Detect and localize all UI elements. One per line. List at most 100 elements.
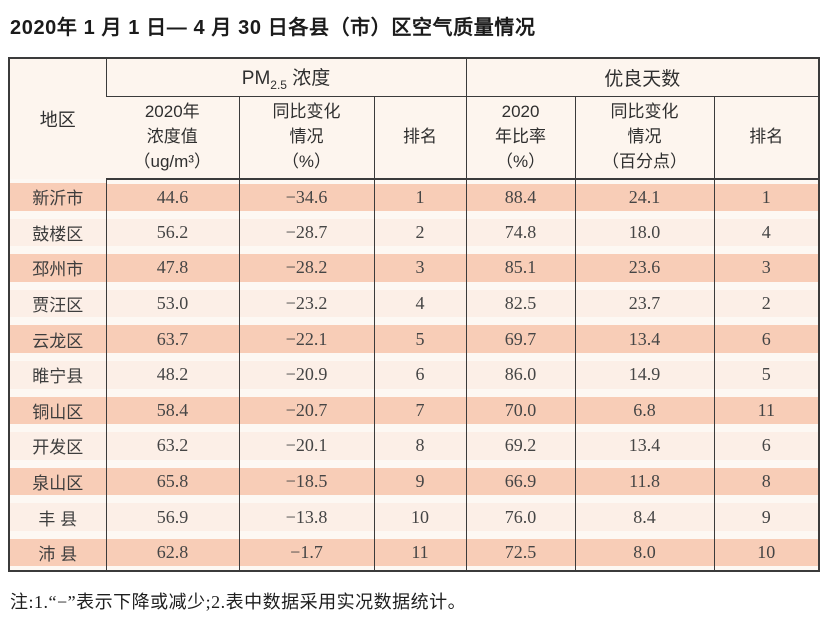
- cell-pm-value: 58.4: [105, 392, 239, 429]
- cell-pm-value: 63.7: [105, 321, 239, 357]
- cell-pm-change: −28.7: [238, 214, 374, 251]
- cell-good-change: 8.4: [574, 499, 715, 535]
- cell-region: 新沂市: [9, 179, 106, 215]
- cell-region: 贾汪区: [9, 285, 106, 322]
- cell-region: 鼓楼区: [9, 214, 106, 251]
- cell-pm-change: −20.9: [238, 356, 374, 393]
- cell-good-ratio: 69.7: [465, 321, 576, 357]
- cell-good-change: 24.1: [574, 179, 715, 215]
- cell-good-rank: 4: [713, 214, 820, 251]
- table-row: 睢宁县 48.2 −20.9 6 86.0 14.9 5: [9, 356, 820, 393]
- header-group-pm25: PM2.5 浓度: [105, 58, 467, 97]
- cell-pm-rank: 10: [373, 499, 467, 535]
- group-header-row: 地区 PM2.5 浓度 优良天数: [9, 58, 820, 179]
- cell-pm-value: 56.2: [105, 214, 239, 251]
- cell-good-ratio: 85.1: [465, 250, 576, 286]
- cell-good-ratio: 86.0: [465, 356, 576, 393]
- table-header: 地区 PM2.5 浓度 优良天数 2020年 浓度值 （ug/m³） 同比变化 …: [9, 58, 820, 180]
- sub-header-row: 2020年 浓度值 （ug/m³） 同比变化 情况 （%） 排名 2020 年比…: [9, 96, 820, 180]
- cell-pm-rank: 5: [373, 321, 467, 357]
- cell-pm-change: −1.7: [238, 534, 374, 571]
- table-row: 泉山区 65.8 −18.5 9 66.9 11.8 8: [9, 463, 820, 500]
- table-row: 贾汪区 53.0 −23.2 4 82.5 23.7 2: [9, 285, 820, 322]
- cell-good-rank: 2: [713, 285, 820, 322]
- cell-good-change: 11.8: [574, 463, 715, 500]
- table-row: 云龙区 63.7 −22.1 5 69.7 13.4 6: [9, 321, 820, 357]
- cell-pm-change: −22.1: [238, 321, 374, 357]
- cell-good-change: 23.7: [574, 285, 715, 322]
- cell-pm-rank: 1: [373, 179, 467, 215]
- cell-pm-change: −28.2: [238, 250, 374, 286]
- header-pm-2020-value: 2020年 浓度值 （ug/m³）: [106, 96, 239, 180]
- cell-good-ratio: 76.0: [465, 499, 576, 535]
- cell-pm-change: −20.7: [238, 392, 374, 429]
- cell-region: 丰 县: [9, 499, 106, 535]
- cell-pm-rank: 2: [373, 214, 467, 251]
- header-pm-yoy-change: 同比变化 情况 （%）: [238, 96, 374, 180]
- cell-pm-value: 63.2: [105, 428, 239, 464]
- pm-subscript: 2.5: [270, 77, 287, 92]
- cell-pm-rank: 11: [373, 534, 467, 571]
- page-title: 2020年 1 月 1 日— 4 月 30 日各县（市）区空气质量情况: [10, 17, 536, 39]
- cell-good-rank: 6: [713, 321, 820, 357]
- pm25-group-label: PM2.5 浓度: [241, 67, 331, 92]
- cell-good-ratio: 82.5: [465, 285, 576, 322]
- cell-region: 邳州市: [9, 250, 106, 286]
- cell-pm-value: 56.9: [105, 499, 239, 535]
- cell-pm-rank: 9: [373, 463, 467, 500]
- cell-pm-value: 65.8: [105, 463, 239, 500]
- cell-region: 开发区: [9, 428, 106, 464]
- cell-good-ratio: 88.4: [465, 179, 576, 215]
- cell-good-ratio: 66.9: [465, 463, 576, 500]
- header-pm-rank: 排名: [373, 96, 467, 180]
- cell-region: 铜山区: [9, 392, 106, 429]
- cell-pm-change: −20.1: [238, 428, 374, 464]
- cell-pm-rank: 7: [373, 392, 467, 429]
- cell-pm-value: 48.2: [105, 356, 239, 393]
- table-row: 新沂市 44.6 −34.6 1 88.4 24.1 1: [9, 179, 820, 215]
- cell-region: 云龙区: [9, 321, 106, 357]
- cell-region: 睢宁县: [9, 356, 106, 393]
- table-row: 沛 县 62.8 −1.7 11 72.5 8.0 10: [9, 534, 820, 571]
- table-body: 新沂市 44.6 −34.6 1 88.4 24.1 1 鼓楼区 56.2 −28.7 2 74.8 1…: [9, 179, 820, 571]
- cell-good-rank: 5: [713, 356, 820, 393]
- cell-good-change: 14.9: [574, 356, 715, 393]
- header-region: 地区: [9, 58, 106, 179]
- cell-pm-rank: 6: [373, 356, 467, 393]
- cell-pm-change: −34.6: [238, 179, 374, 215]
- cell-pm-change: −13.8: [238, 499, 374, 535]
- cell-good-rank: 6: [713, 428, 820, 464]
- cell-region: 泉山区: [9, 463, 106, 500]
- cell-good-rank: 1: [713, 179, 820, 215]
- cell-pm-value: 62.8: [105, 534, 239, 571]
- cell-good-change: 13.4: [574, 428, 715, 464]
- cell-good-ratio: 69.2: [465, 428, 576, 464]
- cell-good-change: 23.6: [574, 250, 715, 286]
- pm-suffix: 浓度: [286, 67, 331, 89]
- header-good-rank: 排名: [713, 96, 820, 180]
- cell-good-ratio: 74.8: [465, 214, 576, 251]
- footnote: 注:1.“−”表示下降或减少;2.表中数据采用实况数据统计。: [10, 591, 467, 612]
- cell-pm-value: 44.6: [105, 179, 239, 215]
- table-row: 开发区 63.2 −20.1 8 69.2 13.4 6: [9, 428, 820, 464]
- table-row: 鼓楼区 56.2 −28.7 2 74.8 18.0 4: [9, 214, 820, 251]
- cell-region: 沛 县: [9, 534, 106, 571]
- air-quality-table: 地区 PM2.5 浓度 优良天数 2020年 浓度值 （ug/m³） 同比变化 …: [8, 57, 821, 572]
- header-group-good-days: 优良天数: [465, 58, 820, 97]
- cell-good-rank: 8: [713, 463, 820, 500]
- cell-good-rank: 3: [713, 250, 820, 286]
- cell-pm-change: −18.5: [238, 463, 374, 500]
- cell-good-rank: 10: [713, 534, 820, 571]
- cell-good-ratio: 72.5: [465, 534, 576, 571]
- cell-pm-value: 47.8: [105, 250, 239, 286]
- table-row: 铜山区 58.4 −20.7 7 70.0 6.8 11: [9, 392, 820, 429]
- cell-good-ratio: 70.0: [465, 392, 576, 429]
- cell-pm-rank: 4: [373, 285, 467, 322]
- header-good-2020-ratio: 2020 年比率 （%）: [465, 96, 576, 180]
- cell-pm-change: −23.2: [238, 285, 374, 322]
- pm-prefix: PM: [241, 67, 271, 89]
- cell-good-change: 6.8: [574, 392, 715, 429]
- cell-pm-value: 53.0: [105, 285, 239, 322]
- cell-good-rank: 9: [713, 499, 820, 535]
